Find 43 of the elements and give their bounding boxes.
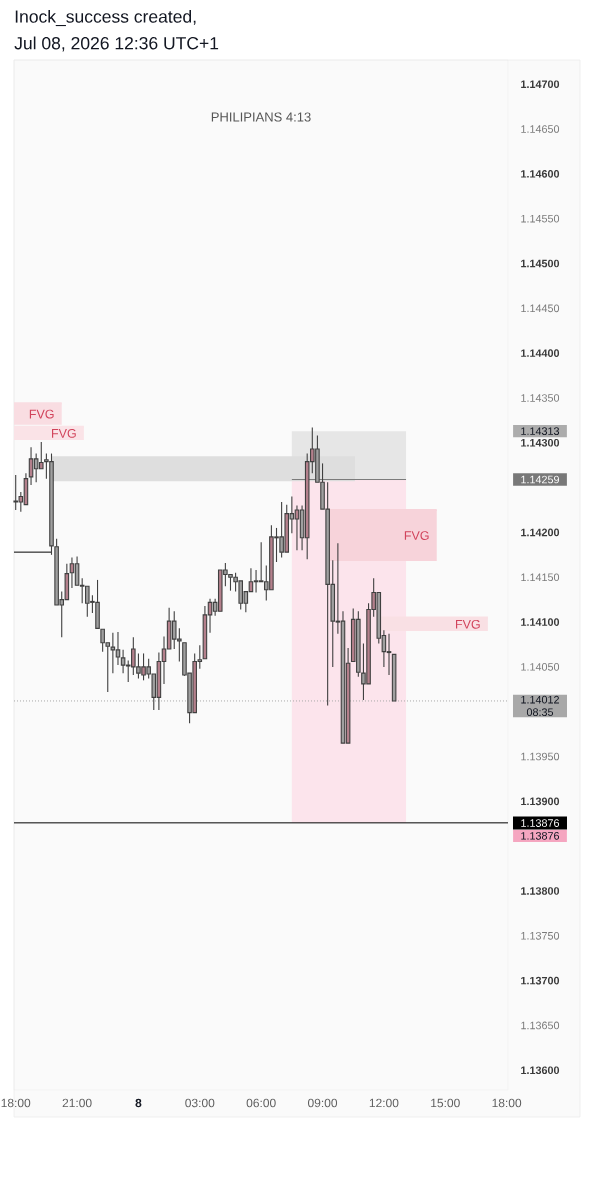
y-tick-label: 1.14650 — [521, 125, 560, 133]
x-tick-label: 18:00 — [1, 1098, 31, 1108]
y-tick-label: 1.13750 — [521, 931, 560, 940]
y-tick-label: 1.14050 — [521, 663, 560, 671]
y-tick-label: 1.14313 — [521, 427, 560, 435]
y-tick-label: 1.13950 — [521, 752, 560, 761]
text: PHILIPIANS 4:13 — [211, 112, 311, 122]
y-tick-label: 1.14600 — [521, 170, 560, 178]
x-tick-label: 8 — [135, 1098, 142, 1108]
x-tick-label: 12:00 — [369, 1098, 399, 1108]
y-tick-label: 1.14700 — [521, 80, 560, 89]
x-tick-label: 06:00 — [246, 1098, 276, 1108]
text: Jul 08, 2026 12:36 UTC+1 — [14, 36, 219, 52]
candlestick — [386, 633, 392, 676]
y-tick-label: 1.13876 — [521, 819, 560, 827]
candlestick — [38, 441, 44, 470]
x-tick-label: 18:00 — [492, 1098, 522, 1108]
x-tick-label: 21:00 — [62, 1098, 92, 1108]
x-tick-label: 15:00 — [431, 1098, 460, 1108]
y-tick-label: 1.14300 — [521, 438, 560, 447]
candlestick — [110, 632, 116, 674]
y-tick-label: 1.14550 — [521, 214, 560, 223]
y-tick-label: 1.14259 — [521, 475, 559, 484]
y-tick-label: 1.13600 — [521, 1066, 560, 1075]
y-tick-label: 1.13650 — [521, 1021, 560, 1030]
series-label: FVG — [52, 428, 76, 438]
y-tick-label: 1.14450 — [521, 304, 560, 313]
text: Inock_success created, — [15, 9, 196, 27]
y-tick-label: 1.14500 — [521, 259, 560, 268]
x-tick-label: 03:00 — [185, 1098, 215, 1108]
series-label: FVG — [29, 409, 54, 419]
y-tick-label: 1.14200 — [521, 528, 560, 537]
y-tick-label: 1.14150 — [521, 573, 560, 582]
y-tick-label: 1.14350 — [521, 394, 560, 402]
series-label: FVG — [404, 531, 429, 540]
x-tick-label: 09:00 — [307, 1098, 338, 1108]
y-tick-label: 1.13700 — [521, 976, 560, 985]
y-tick-label: 1.14400 — [521, 349, 560, 357]
y-tick-label: 1.13900 — [521, 797, 560, 806]
ref-line-label: 1.14012 08:35 — [521, 695, 559, 716]
y-tick-label: 1.13800 — [521, 887, 560, 895]
y-tick-label: 1.14100 — [521, 618, 560, 626]
series-label: FVG — [456, 619, 480, 629]
